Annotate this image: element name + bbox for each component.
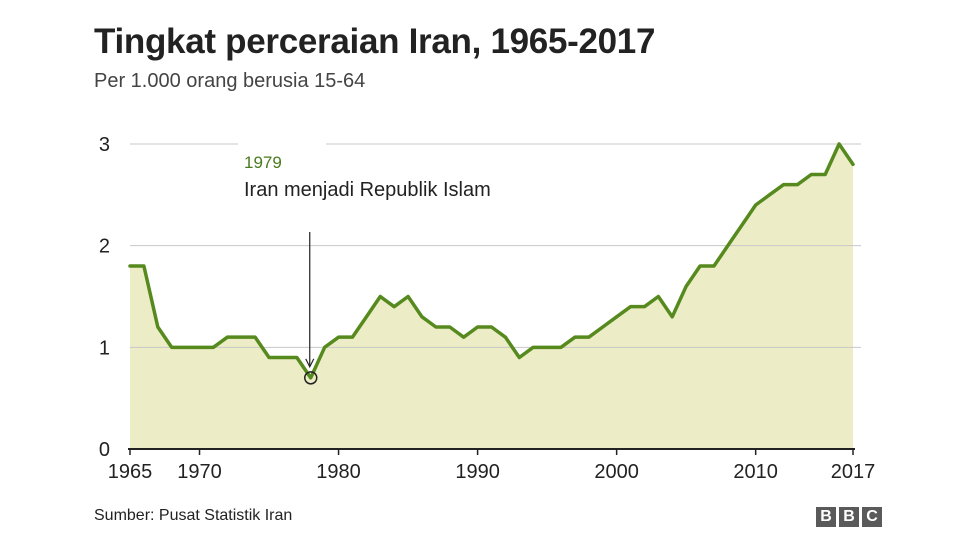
y-tick-label: 2 — [99, 236, 110, 258]
y-tick-label: 3 — [99, 134, 110, 156]
bbc-logo-letter: B — [839, 507, 859, 527]
x-tick-label: 2017 — [831, 461, 876, 483]
source-note: Sumber: Pusat Statistik Iran — [94, 507, 293, 524]
annotation-arrow-head — [305, 358, 315, 369]
x-tick-label: 2010 — [733, 461, 778, 483]
area-fill — [130, 144, 853, 449]
bbc-logo-letter: B — [816, 507, 836, 527]
annotation-gap — [238, 142, 326, 146]
bbc-logo-letter: C — [862, 507, 882, 527]
y-tick-label: 0 — [99, 439, 110, 461]
annotation-marker — [304, 371, 318, 385]
chart-subtitle: Per 1.000 orang berusia 15-64 — [94, 70, 366, 92]
y-tick-label: 1 — [99, 337, 110, 359]
annotation-text: Iran menjadi Republik Islam — [244, 179, 491, 201]
x-tick-label: 2000 — [594, 461, 639, 483]
chart-title: Tingkat perceraian Iran, 1965-2017 — [94, 22, 656, 61]
series-line — [128, 142, 855, 380]
x-tick-label: 1990 — [455, 461, 500, 483]
x-tick-label: 1970 — [177, 461, 222, 483]
x-tick-label: 1980 — [316, 461, 361, 483]
bbc-logo: B B C — [816, 507, 882, 527]
annotation-year: 1979 — [244, 153, 282, 172]
x-tick-label: 1965 — [108, 461, 153, 483]
